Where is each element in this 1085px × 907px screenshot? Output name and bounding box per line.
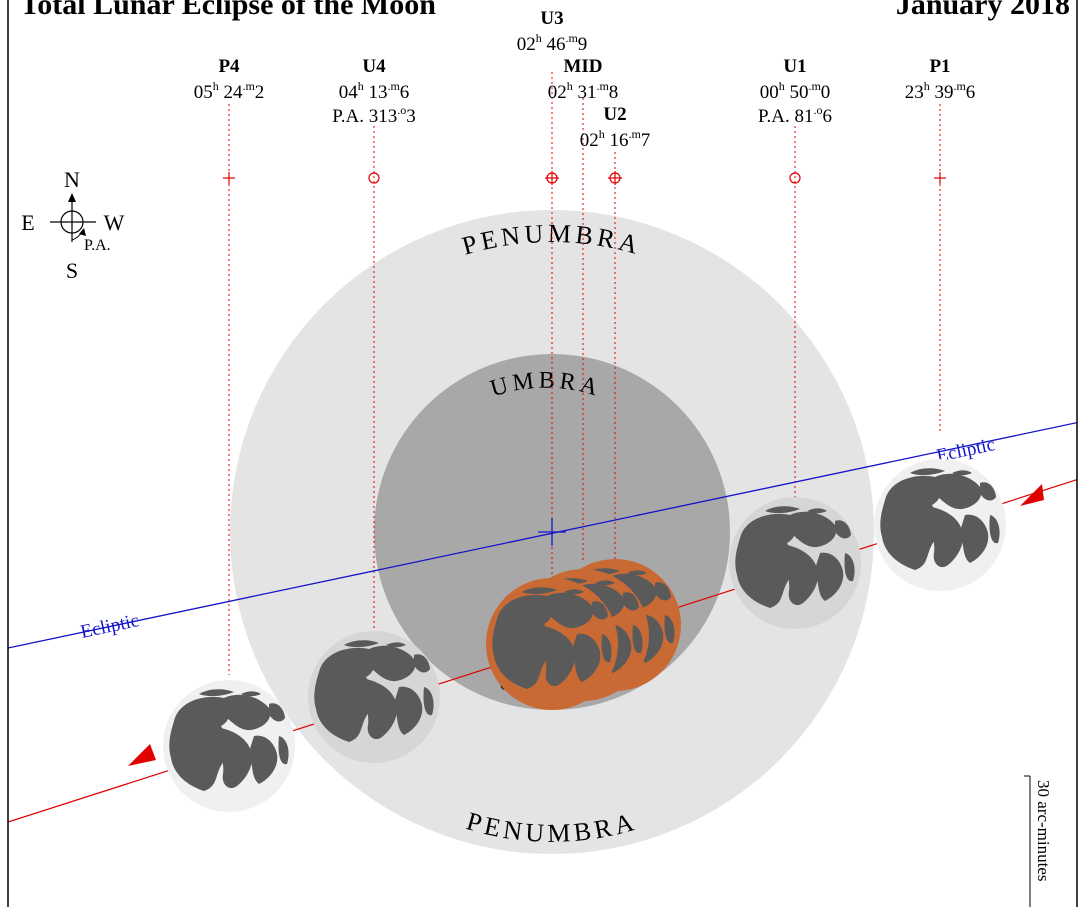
moon-path-arrow-right	[1020, 484, 1044, 506]
contact-lines	[228, 72, 941, 675]
title-right: January 2018	[896, 0, 1070, 21]
compass-north: N	[64, 167, 80, 192]
pa-arrow-icon	[79, 228, 86, 236]
svg-text:P4: P4	[218, 56, 240, 77]
north-arrow-icon	[68, 193, 76, 202]
contact-label-p4: P4 05h 24.m2	[194, 56, 265, 103]
svg-text:P1: P1	[929, 56, 950, 77]
compass: N S E W P.A.	[21, 167, 124, 283]
svg-text:U2: U2	[603, 104, 626, 125]
contact-markers	[223, 171, 946, 185]
contact-label-p1: P1 23h 39.m6	[905, 56, 976, 103]
compass-west: W	[104, 210, 125, 235]
contact-label-u3: U3 02h 46.m9	[517, 8, 588, 55]
compass-east: E	[21, 210, 34, 235]
marker-u3	[545, 171, 559, 185]
ecliptic-line	[8, 421, 1077, 649]
contact-labels: P4 05h 24.m2 U4 04h 13.m6 P.A. 313.o3 U3…	[194, 8, 976, 151]
svg-text:02h 46.m9: 02h 46.m9	[517, 31, 588, 55]
marker-u1	[789, 172, 801, 184]
svg-text:02h 31.m8: 02h 31.m8	[548, 79, 619, 103]
contact-label-u1: U1 00h 50.m0 P.A. 81.o6	[758, 56, 832, 127]
svg-text:02h 16.m7: 02h 16.m7	[580, 127, 651, 151]
moon-path-arrow-left	[128, 744, 156, 766]
contact-label-u2: U2 02h 16.m7	[580, 104, 651, 151]
svg-text:00h 50.m0: 00h 50.m0	[760, 79, 831, 103]
marker-u2	[608, 171, 622, 185]
compass-pa-label: P.A.	[84, 237, 111, 254]
moon-p4	[163, 680, 295, 812]
svg-text:P.A. 313.o3: P.A. 313.o3	[332, 103, 415, 127]
moon-u4	[308, 631, 440, 763]
moon-u1	[729, 497, 861, 629]
marker-p1	[934, 172, 946, 184]
svg-text:P.A. 81.o6: P.A. 81.o6	[758, 103, 832, 127]
contact-label-u4: U4 04h 13.m6 P.A. 313.o3	[332, 56, 415, 127]
svg-text:04h 13.m6: 04h 13.m6	[339, 79, 410, 103]
contact-label-mid: MID 02h 31.m8	[548, 56, 619, 103]
svg-text:05h 24.m2: 05h 24.m2	[194, 79, 265, 103]
ecliptic-label-left: Ecliptic	[79, 610, 141, 643]
svg-text:U4: U4	[362, 56, 386, 77]
scale-label: 30 arc-minutes	[1034, 780, 1053, 882]
moon-u3	[486, 578, 618, 710]
title: Total Lunar Eclipse of the Moon	[20, 0, 436, 21]
svg-text:U3: U3	[540, 8, 563, 29]
marker-p4	[223, 172, 235, 184]
svg-text:U1: U1	[783, 56, 806, 77]
shadow-center-cross	[538, 518, 566, 546]
moon-p1	[874, 459, 1006, 591]
svg-text:23h 39.m6: 23h 39.m6	[905, 79, 976, 103]
svg-text:MID: MID	[563, 56, 602, 77]
marker-u4	[368, 172, 380, 184]
scale-bar: 30 arc-minutes	[1024, 775, 1053, 907]
compass-south: S	[66, 258, 78, 283]
